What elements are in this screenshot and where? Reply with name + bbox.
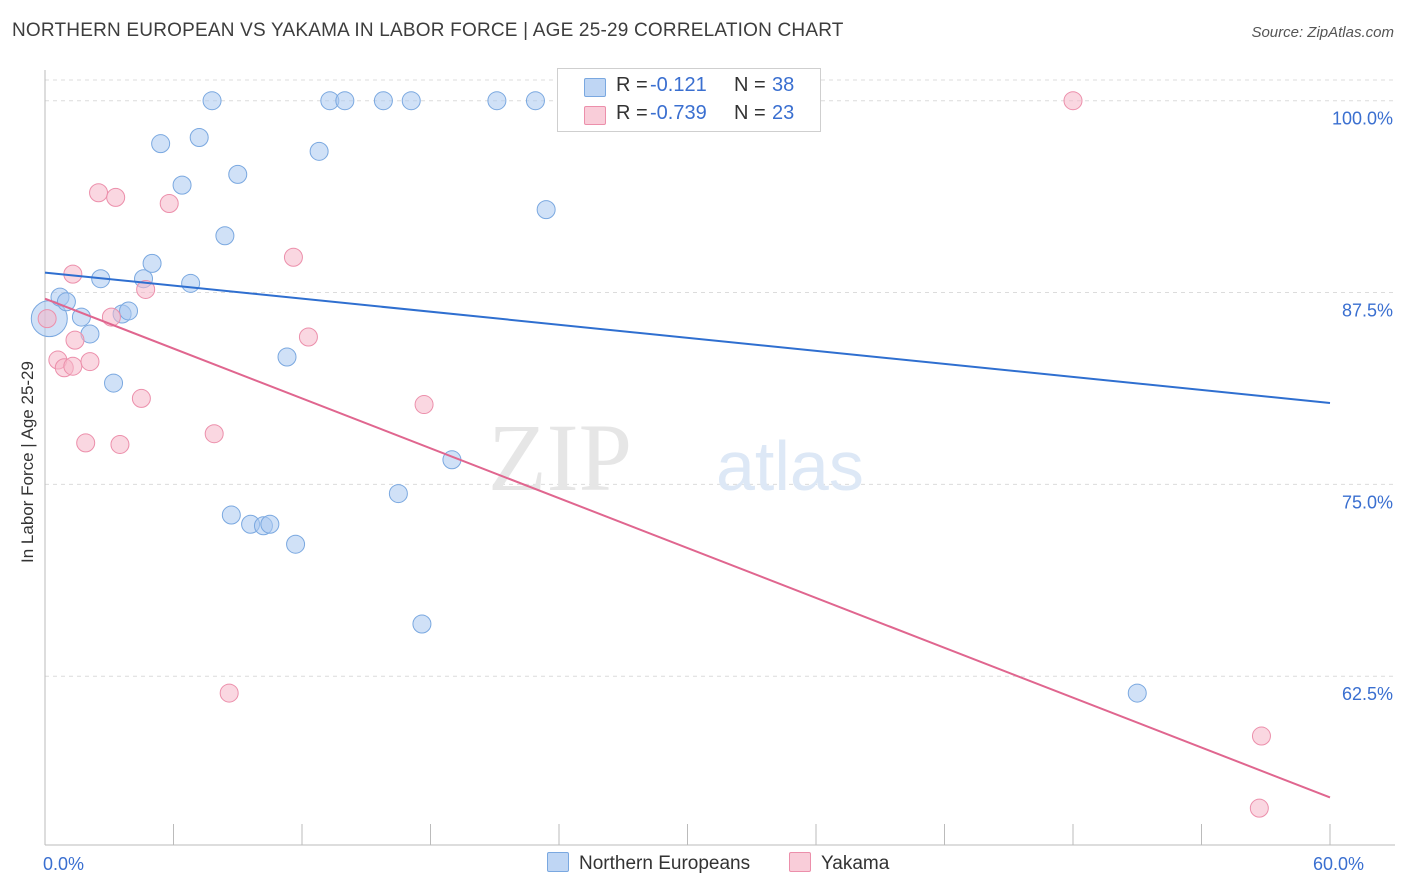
trend-line-northern-europeans — [44, 271, 1331, 405]
point-northern-europeans — [228, 164, 248, 184]
y-tick-label: 87.5% — [1342, 301, 1393, 321]
point-northern-europeans — [401, 91, 421, 111]
x-tick-label: 0.0% — [43, 854, 84, 874]
legend-row-yakama: R = -0.739 N = 23 — [558, 99, 820, 129]
legend-r-label: R = — [616, 102, 648, 124]
point-yakama — [76, 433, 96, 453]
bottom-legend-yakama[interactable]: Yakama — [789, 852, 889, 875]
point-northern-europeans — [487, 91, 507, 111]
trend-lines — [44, 271, 1331, 799]
bottom-legend-label: Yakama — [821, 853, 890, 874]
point-northern-europeans — [202, 91, 222, 111]
point-yakama — [89, 183, 109, 203]
point-northern-europeans — [286, 534, 306, 554]
x-tick-label: 60.0% — [1313, 854, 1364, 874]
point-yakama — [298, 327, 318, 347]
axes — [44, 70, 1395, 846]
chart-title: NORTHERN EUROPEAN VS YAKAMA IN LABOR FOR… — [12, 20, 844, 41]
watermark-zip: ZIP — [488, 404, 632, 511]
point-northern-europeans — [525, 91, 545, 111]
point-yakama — [159, 194, 179, 214]
legend-r-value: -0.121 — [650, 74, 707, 96]
point-northern-europeans — [388, 484, 408, 504]
point-yakama — [106, 187, 126, 207]
point-yakama — [414, 395, 434, 415]
point-northern-europeans — [1127, 683, 1147, 703]
point-northern-europeans — [260, 514, 280, 534]
source-label: Source: ZipAtlas.com — [1251, 24, 1394, 41]
point-northern-europeans — [215, 226, 235, 246]
point-northern-europeans — [119, 301, 139, 321]
bottom-legend-northern-europeans[interactable]: Northern Europeans — [547, 852, 750, 875]
legend-r-value: -0.739 — [650, 102, 707, 124]
point-northern-europeans — [309, 141, 329, 161]
point-yakama — [37, 309, 57, 329]
legend-swatch-northern-europeans — [584, 78, 606, 97]
point-northern-europeans — [277, 347, 297, 367]
point-yakama — [283, 247, 303, 267]
point-northern-europeans — [189, 128, 209, 148]
point-yakama — [101, 307, 121, 327]
point-yakama — [65, 330, 85, 350]
trend-line-yakama — [44, 297, 1331, 799]
point-yakama — [110, 434, 130, 454]
point-yakama — [1251, 726, 1271, 746]
point-northern-europeans — [373, 91, 393, 111]
point-yakama — [131, 388, 151, 408]
point-northern-europeans — [221, 505, 241, 525]
bottom-legend-swatch — [789, 852, 811, 872]
legend-n-value: 23 — [772, 102, 795, 124]
point-northern-europeans — [536, 200, 556, 220]
legend-swatch-yakama — [584, 106, 606, 125]
point-northern-europeans — [412, 614, 432, 634]
legend-n-label: N = — [734, 74, 766, 96]
legend-n-label: N = — [734, 102, 766, 124]
point-northern-europeans — [151, 134, 171, 154]
point-northern-europeans — [181, 273, 201, 293]
point-yakama — [1063, 91, 1083, 111]
point-yakama — [219, 683, 239, 703]
data-points — [30, 91, 1271, 818]
y-axis-label: In Labor Force | Age 25-29 — [18, 361, 37, 563]
point-yakama — [80, 352, 100, 372]
point-yakama — [204, 424, 224, 444]
point-northern-europeans — [142, 253, 162, 273]
y-tick-label: 100.0% — [1332, 109, 1393, 129]
point-northern-europeans — [172, 175, 192, 195]
bottom-legend-label: Northern Europeans — [579, 853, 751, 874]
watermark-atlas: atlas — [716, 427, 864, 505]
legend-n-value: 38 — [772, 74, 795, 96]
y-tick-label: 75.0% — [1342, 492, 1393, 512]
stats-legend: R = -0.121 N = 38 R = -0.739 N = 23 — [557, 68, 821, 132]
legend-row-northern-europeans: R = -0.121 N = 38 — [558, 71, 820, 101]
y-tick-label: 62.5% — [1342, 684, 1393, 704]
point-northern-europeans — [335, 91, 355, 111]
point-yakama — [136, 279, 156, 299]
legend-r-label: R = — [616, 74, 648, 96]
tick-labels: 62.5% 75.0% 87.5% 100.0% 0.0% 60.0% — [43, 109, 1393, 874]
bottom-legend-swatch — [547, 852, 569, 872]
watermark: ZIP atlas — [488, 404, 864, 511]
point-yakama — [63, 356, 83, 376]
point-yakama — [1249, 798, 1269, 818]
point-northern-europeans — [104, 373, 124, 393]
